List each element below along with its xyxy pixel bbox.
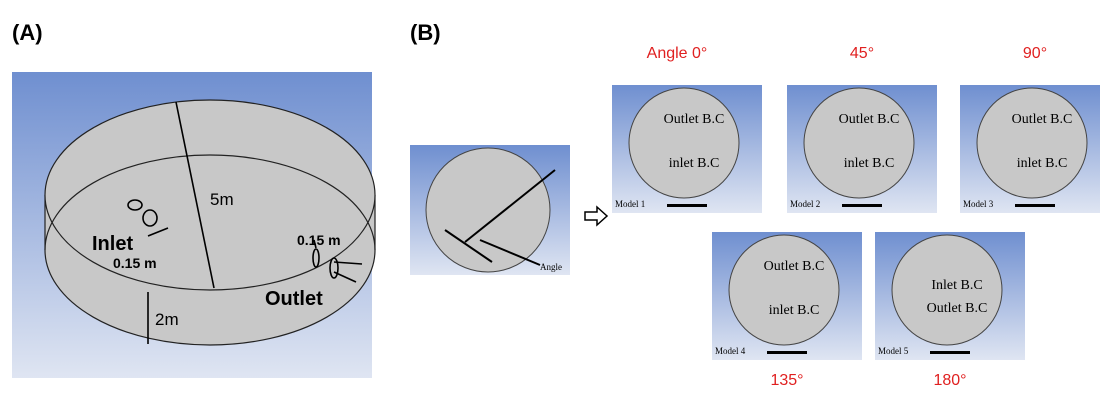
model-tank (977, 88, 1087, 198)
angle-label: 90° (1023, 45, 1047, 62)
inlet-size: 0.15 m (113, 255, 157, 271)
bc-label: Outlet B.C (1012, 112, 1073, 127)
panel-label: (A) (12, 20, 43, 45)
angle-label: 135° (770, 372, 803, 389)
scale-bar (930, 351, 970, 354)
bc-label: Outlet B.C (927, 301, 988, 316)
diameter-label: 5m (210, 190, 234, 209)
bc-label: inlet B.C (844, 156, 895, 171)
angle-label: 45° (850, 45, 874, 62)
bc-label: inlet B.C (669, 156, 720, 171)
model-tank (629, 88, 739, 198)
inlet-label: Inlet (92, 233, 133, 255)
model-name: Model 2 (790, 199, 820, 209)
schematic-label: Angle (540, 262, 562, 272)
panel-label: (B) (410, 20, 441, 45)
model-name: Model 3 (963, 199, 994, 209)
arrow (585, 207, 607, 225)
figure: (A) 5m Inlet 0.15 m 0.15 m Outlet 2m (B)… (0, 0, 1100, 396)
tank (45, 100, 375, 345)
model-name: Model 1 (615, 199, 645, 209)
schematic-tank (426, 148, 550, 272)
model-name: Model 4 (715, 346, 746, 356)
angle-label: Angle 0° (647, 45, 708, 62)
scale-bar (667, 204, 707, 207)
height-label: 2m (155, 310, 179, 329)
model-name: Model 5 (878, 346, 909, 356)
angle-label: 180° (933, 372, 966, 389)
bc-label: Outlet B.C (764, 259, 825, 274)
model-tank (729, 235, 839, 345)
bc-label: Outlet B.C (839, 112, 900, 127)
outlet-size: 0.15 m (297, 232, 341, 248)
bc-label: inlet B.C (769, 303, 820, 318)
scale-bar (1015, 204, 1055, 207)
scale-bar (767, 351, 807, 354)
outlet-label: Outlet (265, 288, 323, 310)
bc-label: Inlet B.C (931, 278, 982, 293)
bc-label: Outlet B.C (664, 112, 725, 127)
bc-label: inlet B.C (1017, 156, 1068, 171)
scale-bar (842, 204, 882, 207)
model-tank (804, 88, 914, 198)
